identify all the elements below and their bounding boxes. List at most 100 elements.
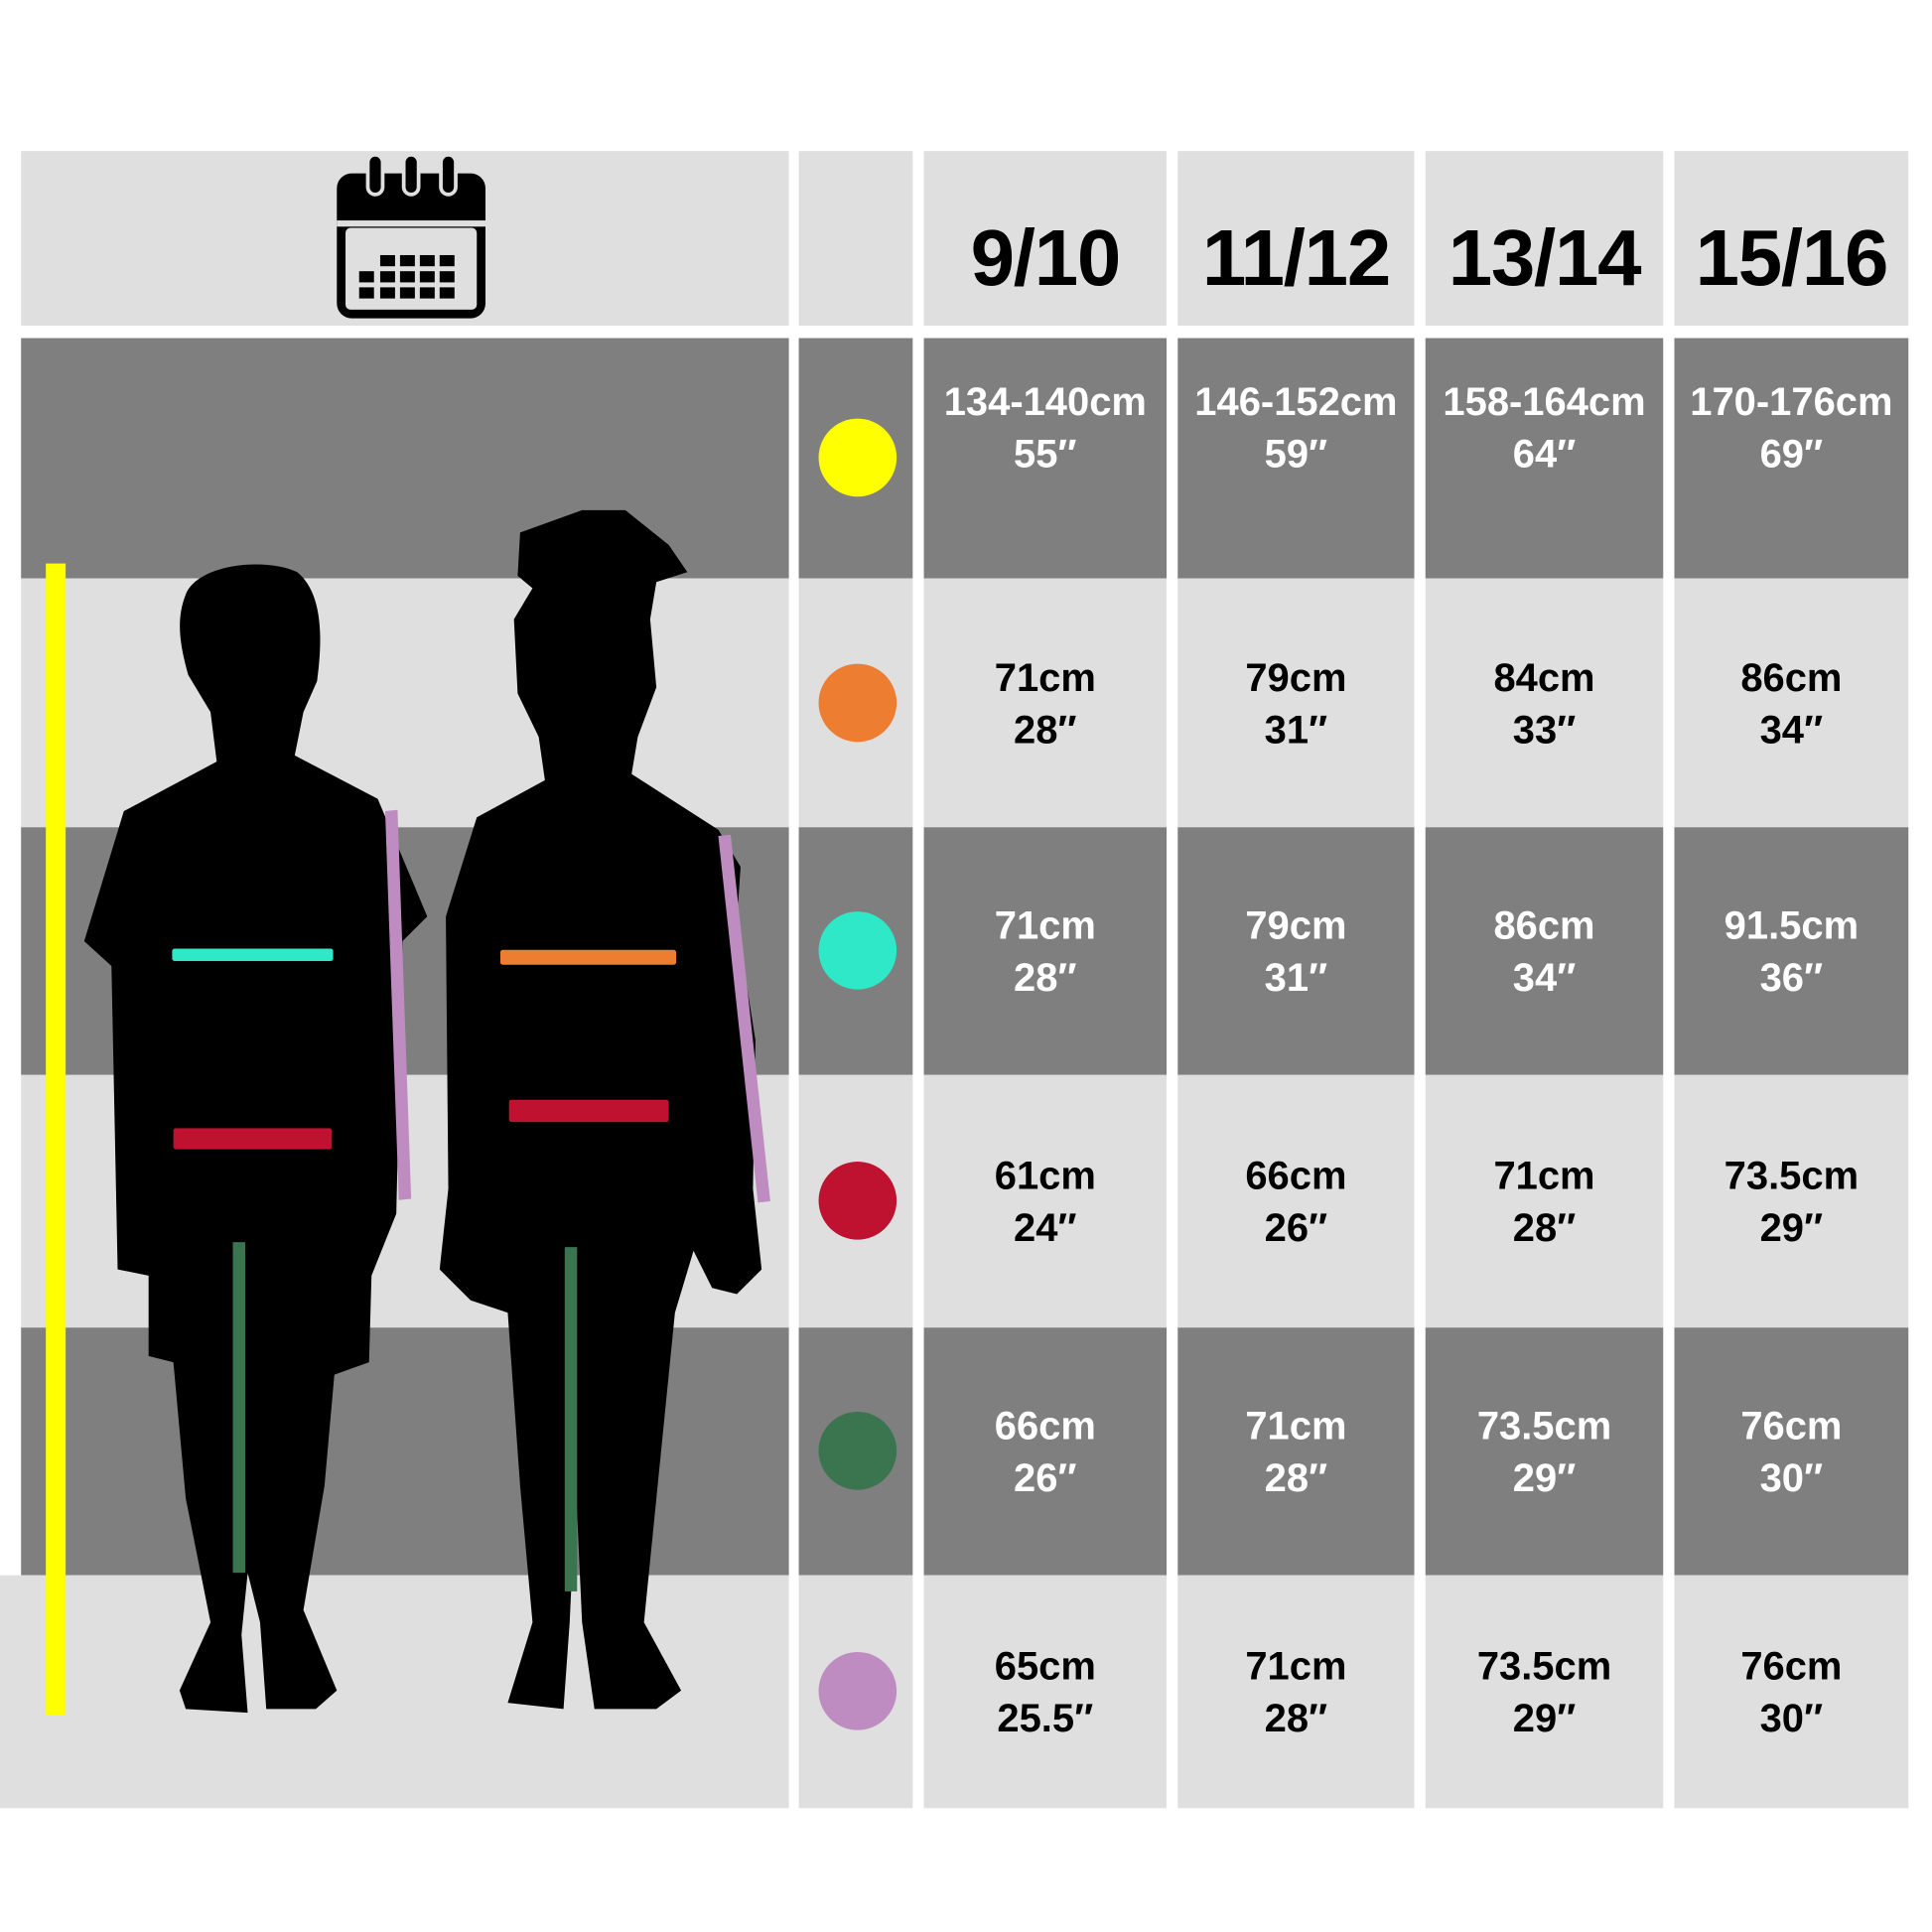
- inch-value: 28″: [1264, 1454, 1328, 1500]
- chest-boy-color-dot: [818, 911, 897, 990]
- height-color-dot: [818, 418, 897, 497]
- cm-value: 76cm: [1740, 1403, 1843, 1449]
- cm-value: 66cm: [1245, 1153, 1347, 1198]
- color-key-cell: [798, 1074, 913, 1328]
- inch-value: 30″: [1759, 1454, 1824, 1500]
- color-key-cell: [798, 827, 913, 1075]
- measurement-value: 73.5cm 29″: [1426, 1576, 1664, 1809]
- inch-value: 69″: [1759, 431, 1824, 477]
- size-value-cell: 86cm 34″: [1425, 827, 1664, 1075]
- size-value-cell: 73.5cm 29″: [1425, 1327, 1664, 1576]
- measurement-value: 73.5cm 29″: [1674, 1075, 1908, 1327]
- height-measure-bar: [46, 563, 67, 1716]
- size-value-cell: 86cm 34″: [1674, 578, 1909, 828]
- cm-value: 79cm: [1245, 902, 1347, 948]
- measurement-value: 79cm 31″: [1177, 827, 1414, 1074]
- age-header-13-14: 13/14: [1425, 151, 1664, 327]
- size-value-cell: 146-152cm 59″: [1177, 338, 1415, 579]
- size-value-cell: 61cm 24″: [923, 1074, 1168, 1328]
- illustration-row-bg: [21, 338, 789, 579]
- girl-chest-measure-bar: [499, 949, 677, 965]
- girl-waist-measure-bar: [508, 1099, 669, 1123]
- measurement-value: 71cm 28″: [1177, 1327, 1414, 1575]
- measurement-value: 146-152cm 59″: [1177, 307, 1414, 547]
- cm-value: 71cm: [1245, 1643, 1347, 1689]
- sleeve-color-dot: [818, 1652, 897, 1730]
- inch-value: 55″: [1014, 431, 1077, 477]
- cm-value: 73.5cm: [1724, 1153, 1860, 1198]
- size-value-cell: 91.5cm 36″: [1674, 827, 1909, 1075]
- calendar-icon: [337, 153, 485, 319]
- cm-value: 73.5cm: [1476, 1643, 1612, 1689]
- size-value-cell: 71cm 28″: [1425, 1074, 1664, 1328]
- measurement-value: 76cm 30″: [1674, 1327, 1908, 1575]
- size-value-cell: 71cm 28″: [923, 578, 1168, 828]
- cm-value: 76cm: [1740, 1643, 1843, 1689]
- boy-sleeve-measure-bar: [384, 809, 412, 1200]
- inch-value: 28″: [1014, 954, 1077, 1000]
- inch-value: 34″: [1512, 954, 1577, 1000]
- cm-value: 71cm: [1245, 1403, 1347, 1449]
- age-header-15-16: 15/16: [1674, 151, 1909, 327]
- size-value-cell: 76cm 30″: [1674, 1575, 1909, 1809]
- measurement-value: 170-176cm 69″: [1674, 307, 1908, 547]
- size-value-cell: 73.5cm 29″: [1674, 1074, 1909, 1328]
- inside-leg-color-dot: [818, 1412, 897, 1490]
- boy-chest-measure-bar: [172, 948, 334, 961]
- inch-value: 29″: [1512, 1454, 1577, 1500]
- inch-value: 28″: [1264, 1695, 1328, 1740]
- blank-header-cell: [798, 151, 913, 327]
- measurement-value: 158-164cm 64″: [1426, 307, 1664, 547]
- color-key-cell: [798, 1327, 913, 1576]
- inch-value: 59″: [1264, 431, 1328, 477]
- inch-value: 31″: [1264, 706, 1328, 752]
- measurement-value: 61cm 24″: [924, 1075, 1167, 1327]
- cm-value: 86cm: [1740, 654, 1843, 700]
- inch-value: 26″: [1264, 1204, 1328, 1250]
- inch-value: 31″: [1264, 954, 1328, 1000]
- cm-value: 86cm: [1493, 902, 1595, 948]
- inch-value: 33″: [1512, 706, 1577, 752]
- size-value-cell: 73.5cm 29″: [1425, 1575, 1664, 1809]
- measurement-value: 86cm 34″: [1426, 827, 1664, 1074]
- inch-value: 25.5″: [997, 1695, 1094, 1740]
- cm-value: 61cm: [994, 1153, 1096, 1198]
- size-value-cell: 170-176cm 69″: [1674, 338, 1909, 579]
- inch-value: 28″: [1014, 706, 1077, 752]
- cm-value: 65cm: [994, 1643, 1096, 1689]
- size-value-cell: 76cm 30″: [1674, 1327, 1909, 1576]
- girl-leg-measure-bar: [564, 1247, 578, 1591]
- cm-value: 71cm: [1493, 1153, 1595, 1198]
- cm-value: 71cm: [994, 654, 1096, 700]
- cm-value: 66cm: [994, 1403, 1096, 1449]
- measurement-value: 86cm 34″: [1674, 579, 1908, 828]
- size-value-cell: 71cm 28″: [1177, 1327, 1415, 1576]
- cm-value: 91.5cm: [1724, 902, 1860, 948]
- girl-sleeve-measure-bar: [718, 834, 770, 1203]
- measurement-value: 65cm 25.5″: [924, 1576, 1167, 1809]
- cm-value: 134-140cm: [943, 378, 1147, 424]
- age-header-11-12: 11/12: [1177, 151, 1415, 327]
- measurement-value: 84cm 33″: [1426, 579, 1664, 828]
- size-value-cell: 65cm 25.5″: [923, 1575, 1168, 1809]
- measurement-value: 73.5cm 29″: [1426, 1327, 1664, 1575]
- inch-value: 34″: [1759, 706, 1824, 752]
- cm-value: 73.5cm: [1476, 1403, 1612, 1449]
- measurement-value: 71cm 28″: [1426, 1075, 1664, 1327]
- size-value-cell: 79cm 31″: [1177, 827, 1415, 1075]
- waist-color-dot: [818, 1162, 897, 1240]
- icon-header-cell: [21, 151, 789, 327]
- inch-value: 29″: [1512, 1695, 1577, 1740]
- size-value-cell: 79cm 31″: [1177, 578, 1415, 828]
- size-value-cell: 84cm 33″: [1425, 578, 1664, 828]
- inch-value: 30″: [1759, 1695, 1824, 1740]
- inch-value: 29″: [1759, 1204, 1824, 1250]
- size-value-cell: 158-164cm 64″: [1425, 338, 1664, 579]
- chest-color-dot: [818, 662, 897, 742]
- cm-value: 146-152cm: [1194, 378, 1398, 424]
- illustration-row-bg: [21, 578, 789, 828]
- size-value-cell: 134-140cm 55″: [923, 338, 1168, 579]
- inch-value: 64″: [1512, 431, 1577, 477]
- color-key-cell: [798, 338, 913, 579]
- size-value-cell: 71cm 28″: [923, 827, 1168, 1075]
